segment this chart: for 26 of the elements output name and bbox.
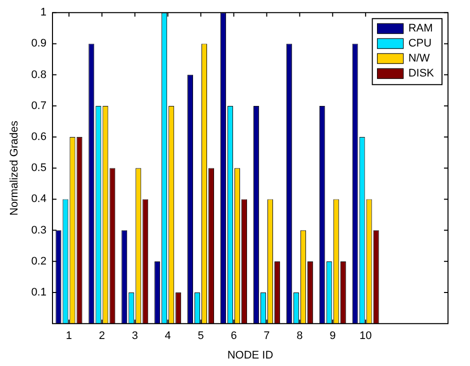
x-tick-label: 5	[198, 330, 204, 342]
x-tick-label: 10	[359, 330, 372, 342]
y-tick-label: 0.3	[31, 224, 46, 236]
x-tick-label: 3	[132, 330, 138, 342]
y-tick-label: 0.1	[31, 286, 46, 299]
y-tick-label: 0.8	[31, 68, 46, 81]
y-tick-label: 0.5	[31, 162, 46, 174]
legend-label: RAM	[408, 22, 433, 35]
y-tick-label: 0.4	[31, 193, 46, 206]
legend-label: CPU	[408, 38, 432, 50]
x-tick-label: 4	[164, 330, 171, 342]
y-tick-label: 0.7	[31, 100, 46, 112]
legend-label: DISK	[408, 68, 435, 80]
y-axis-title: Normalized Grades	[8, 120, 21, 216]
x-tick-label: 6	[230, 330, 237, 342]
x-tick-label: 2	[98, 330, 105, 342]
x-tick-label: 1	[66, 330, 72, 342]
y-tick-label: 0.2	[31, 255, 46, 268]
legend-label: N/W	[408, 52, 430, 65]
y-tick-label: 0.6	[31, 131, 46, 144]
x-tick-label: 7	[264, 330, 270, 342]
x-tick-label: 9	[330, 330, 336, 342]
x-axis-title: NODE ID	[227, 349, 274, 362]
x-tick-label: 8	[296, 330, 303, 342]
y-tick-label: 0.9	[31, 38, 46, 50]
y-tick-label: 1	[40, 6, 46, 19]
